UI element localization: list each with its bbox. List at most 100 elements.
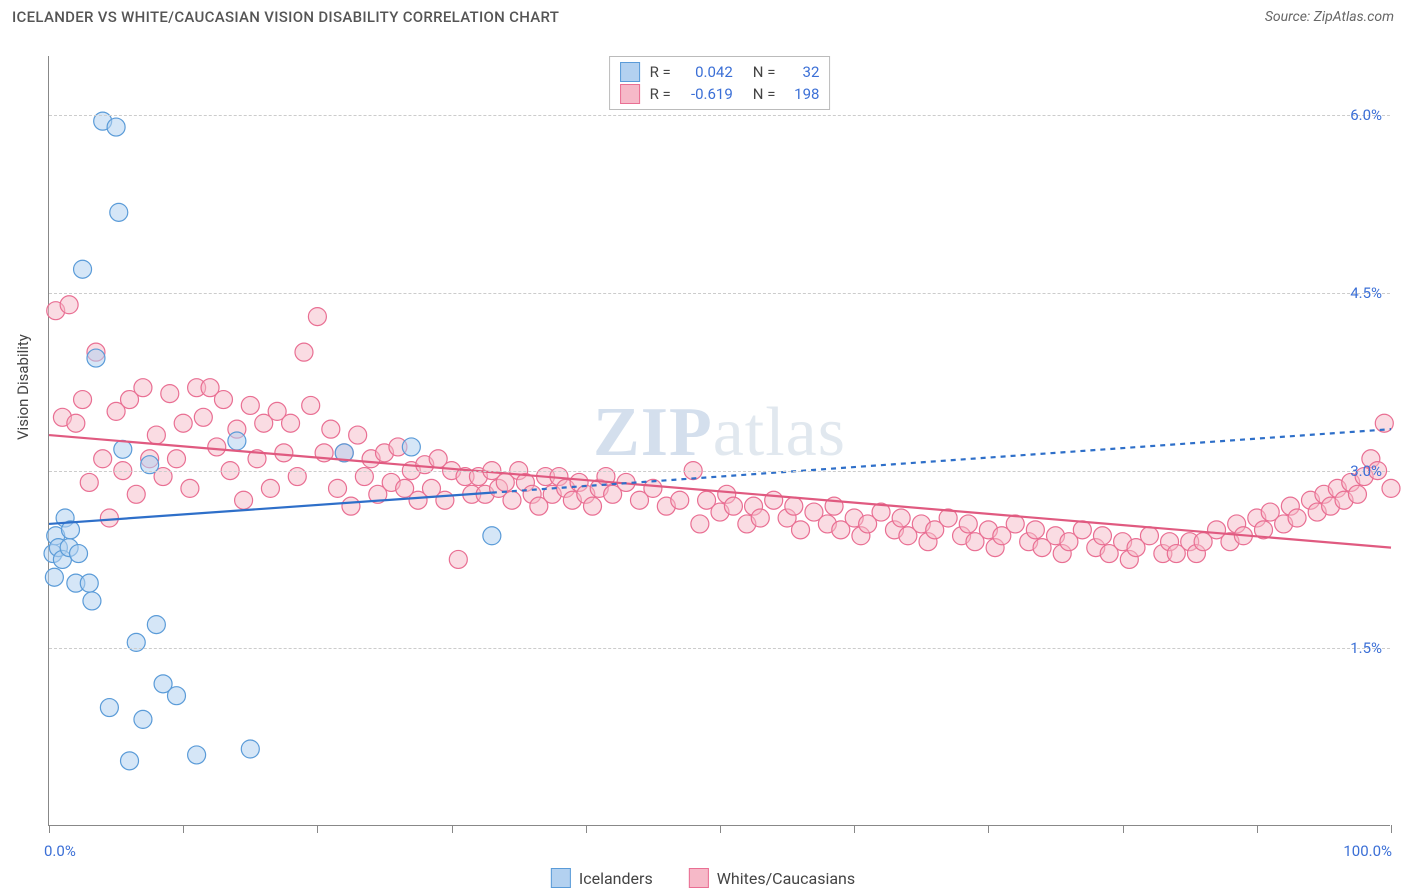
scatter-point (60, 296, 78, 314)
scatter-point (584, 497, 602, 515)
scatter-point (127, 485, 145, 503)
scatter-point (167, 450, 185, 468)
stats-row: R = -0.619 N = 198 (620, 83, 820, 105)
scatter-point (302, 396, 320, 414)
scatter-point (110, 203, 128, 221)
scatter-point (83, 592, 101, 610)
stats-r-label: R = (650, 85, 671, 103)
scatter-point (80, 574, 98, 592)
stats-n-value: 198 (785, 85, 819, 103)
scatter-point (194, 408, 212, 426)
x-tick (317, 825, 318, 833)
legend: Icelanders Whites/Caucasians (551, 868, 855, 888)
scatter-point (1382, 479, 1400, 497)
chart-source: Source: ZipAtlas.com (1265, 9, 1394, 25)
scatter-point (1073, 521, 1091, 539)
scatter-point (724, 497, 742, 515)
scatter-point (241, 396, 259, 414)
legend-item-whites: Whites/Caucasians (689, 868, 855, 888)
y-tick-label: 4.5% (1350, 284, 1382, 302)
x-tick (586, 825, 587, 833)
x-tick (1257, 825, 1258, 833)
scatter-point (147, 426, 165, 444)
scatter-point (349, 426, 367, 444)
scatter-point (241, 740, 259, 758)
y-axis-title: Vision Disability (14, 334, 32, 440)
y-tick-label: 3.0% (1350, 462, 1382, 480)
scatter-point (70, 545, 88, 563)
scatter-point (785, 497, 803, 515)
scatter-point (235, 491, 253, 509)
scatter-point (691, 515, 709, 533)
x-tick (452, 825, 453, 833)
stats-r-value: 0.042 (681, 63, 733, 81)
scatter-point (671, 491, 689, 509)
x-tick (720, 825, 721, 833)
scatter-point (100, 699, 118, 717)
scatter-point (100, 509, 118, 527)
x-tick (854, 825, 855, 833)
x-tick (1123, 825, 1124, 833)
stats-box: R = 0.042 N = 32 R = -0.619 N = 198 (609, 56, 831, 110)
scatter-point (167, 687, 185, 705)
legend-label-icelanders: Icelanders (579, 869, 653, 888)
x-axis-label-min: 0.0% (44, 842, 76, 860)
scatter-point (342, 497, 360, 515)
trend-line (49, 435, 1391, 548)
scatter-point (1348, 485, 1366, 503)
scatter-point (261, 479, 279, 497)
x-tick (988, 825, 989, 833)
scatter-point (275, 444, 293, 462)
scatter-point (402, 438, 420, 456)
y-tick-label: 6.0% (1350, 106, 1382, 124)
scatter-point (436, 491, 454, 509)
scatter-point (181, 479, 199, 497)
scatter-point (134, 710, 152, 728)
legend-item-icelanders: Icelanders (551, 868, 653, 888)
chart-plot-area: ZIPatlas R =0.042N =32R =-0.619N =198 1.… (48, 56, 1390, 826)
stats-n-label: N = (753, 85, 776, 103)
scatter-point (45, 568, 63, 586)
scatter-point (308, 308, 326, 326)
scatter-point (80, 473, 98, 491)
scatter-point (188, 746, 206, 764)
scatter-point (74, 391, 92, 409)
scatter-point (121, 752, 139, 770)
scatter-point (765, 491, 783, 509)
x-tick (1391, 825, 1392, 833)
y-tick-label: 1.5% (1350, 639, 1382, 657)
stats-r-value: -0.619 (681, 85, 733, 103)
stats-swatch (620, 62, 640, 82)
scatter-point (147, 616, 165, 634)
scatter-point (449, 550, 467, 568)
scatter-point (74, 260, 92, 278)
scatter-point (174, 414, 192, 432)
scatter-point (1093, 527, 1111, 545)
scatter-point (67, 414, 85, 432)
x-tick (49, 825, 50, 833)
gridline (49, 293, 1390, 294)
scatter-point (161, 385, 179, 403)
scatter-point (107, 118, 125, 136)
stats-swatch (620, 84, 640, 104)
scatter-point (892, 509, 910, 527)
gridline (49, 648, 1390, 649)
scatter-point (483, 527, 501, 545)
scatter-point (959, 515, 977, 533)
scatter-point (792, 521, 810, 539)
gridline (49, 115, 1390, 116)
stats-r-label: R = (650, 63, 671, 81)
scatter-point (214, 391, 232, 409)
scatter-point (295, 343, 313, 361)
scatter-point (1288, 509, 1306, 527)
scatter-point (87, 349, 105, 367)
scatter-point (208, 438, 226, 456)
scatter-point (134, 379, 152, 397)
scatter-point (751, 509, 769, 527)
scatter-point (282, 414, 300, 432)
scatter-svg (49, 56, 1390, 825)
stats-n-value: 32 (785, 63, 819, 81)
scatter-point (503, 491, 521, 509)
stats-n-label: N = (753, 63, 776, 81)
x-axis-label-max: 100.0% (1343, 842, 1392, 860)
